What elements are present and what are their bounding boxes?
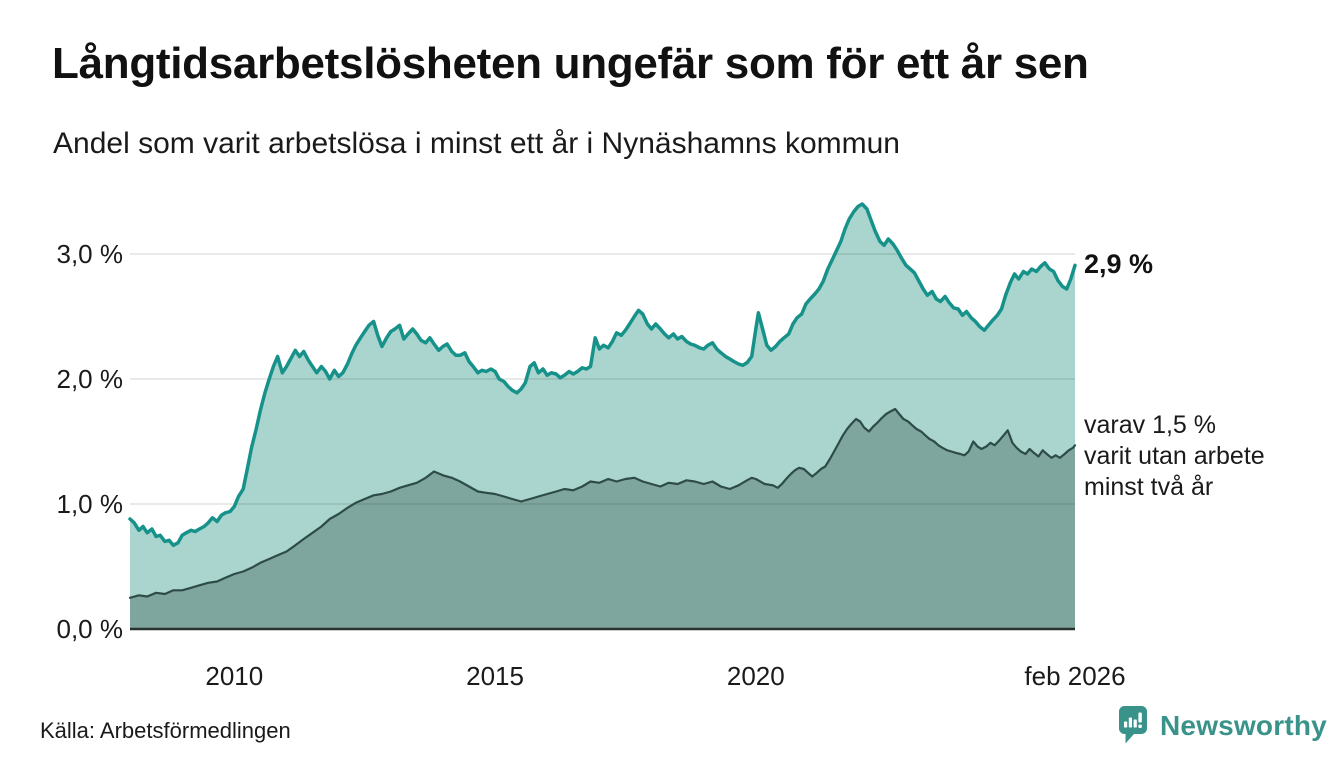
series-area-1 bbox=[130, 409, 1075, 629]
newsworthy-logo-link[interactable]: Newsworthy bbox=[1118, 705, 1327, 745]
x-tick-label: 2010 bbox=[205, 661, 264, 691]
latest-value-label: 2,9 % bbox=[1084, 249, 1154, 279]
y-tick-label: 0,0 % bbox=[56, 614, 124, 644]
y-tick-label: 3,0 % bbox=[56, 239, 124, 269]
page-subtitle: Andel som varit arbetslösa i minst ett å… bbox=[53, 127, 900, 160]
series-line-1 bbox=[128, 407, 1077, 599]
page-title: Långtidsarbetslösheten ungefär som för e… bbox=[52, 39, 1089, 88]
newsworthy-logo-icon bbox=[1119, 706, 1147, 744]
y-tick-label: 2,0 % bbox=[56, 364, 124, 394]
x-tick-label: 2020 bbox=[726, 661, 785, 691]
source-note: Källa: Arbetsförmedlingen bbox=[40, 718, 291, 743]
newsworthy-wordmark: Newsworthy bbox=[1160, 710, 1327, 741]
secondary-series-annotation: varav 1,5 % varit utan arbete minst två … bbox=[1084, 411, 1265, 501]
x-tick-label: 2015 bbox=[466, 661, 524, 691]
series-line-0 bbox=[128, 202, 1077, 548]
x-tick-label: feb 2026 bbox=[1024, 661, 1126, 691]
y-tick-label: 1,0 % bbox=[56, 489, 124, 519]
